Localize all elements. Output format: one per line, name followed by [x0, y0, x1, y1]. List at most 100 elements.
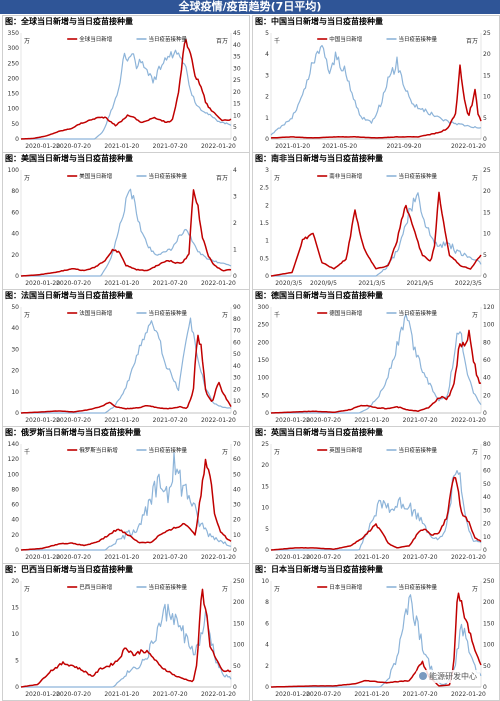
left-tick-label: 20	[11, 532, 19, 539]
right-tick-label: 35	[233, 54, 241, 61]
right-tick-label: 80	[483, 339, 491, 346]
right-unit-label: 万	[222, 312, 228, 319]
left-tick-label: 0	[265, 410, 269, 417]
right-tick-label: 150	[483, 620, 495, 627]
left-tick-label: 200	[258, 339, 270, 346]
x-tick-label: 2021-01-20	[275, 143, 310, 150]
right-tick-label: 10	[233, 398, 241, 405]
right-tick-label: 10	[483, 94, 491, 101]
right-tick-label: 0	[233, 410, 237, 417]
left-tick-label: 100	[258, 375, 270, 382]
chart-panel: 图：俄罗斯当日新增与当日疫苗接种量 0 20 40 60 80 100 120 140 0 10 20…	[2, 426, 250, 564]
vaccine-series-line	[21, 603, 232, 688]
chart-panel: 图：法国当日新增与当日疫苗接种量 0 10 20 30 40 50 0 10 20 30 40 50 60…	[2, 289, 250, 427]
left-tick-label: 4	[265, 51, 269, 58]
left-tick-label: 10	[261, 505, 269, 512]
x-tick-label: 2021-01-20	[354, 417, 389, 424]
right-tick-label: 50	[233, 351, 241, 358]
right-tick-label: 0	[233, 684, 237, 691]
right-tick-label: 40	[483, 494, 491, 501]
right-tick-label: 40	[233, 363, 241, 370]
legend-label: 当日疫苗接种量	[399, 172, 438, 180]
left-tick-label: 300	[8, 45, 20, 52]
banner-title: 全球疫情/疫苗趋势(7日平均)	[0, 0, 500, 14]
left-tick-label: 15	[11, 605, 19, 612]
left-tick-label: 20	[261, 462, 269, 469]
chart-title: 图：中国当日新增与当日疫苗接种量	[255, 17, 383, 26]
vaccine-series-line	[271, 594, 482, 688]
left-tick-label: 3	[265, 167, 269, 174]
left-tick-label: 2	[265, 94, 269, 101]
chart-panel: 图：德国当日新增与当日疫苗接种量 0 50 100 150 200 250 300 0 20 40 6…	[252, 289, 500, 427]
x-tick-label: 2021-07-20	[403, 417, 438, 424]
x-tick-label: 2020/9/5	[310, 280, 337, 287]
legend-label: 日本当日新增	[329, 583, 362, 591]
legend-label: 当日疫苗接种量	[149, 446, 188, 454]
left-tick-label: 8	[265, 599, 269, 606]
chart-panel: 图：全球当日新增与当日疫苗接种量 0 50 100 150 200 250 300 350 0 5 1…	[2, 15, 250, 153]
chart-title: 图：巴西当日新增与当日疫苗接种量	[5, 565, 133, 574]
x-tick-label: 2020-07-20	[56, 417, 91, 424]
left-tick-label: 0	[265, 136, 269, 143]
right-tick-label: 90	[233, 304, 241, 311]
x-tick-label: 2021-07-20	[403, 554, 438, 561]
left-tick-label: 0	[15, 410, 19, 417]
cases-series-line	[20, 38, 232, 140]
right-tick-label: 80	[483, 441, 491, 448]
x-tick-label: 2020/3/5	[275, 280, 302, 287]
left-unit-label: 千	[274, 311, 280, 319]
right-tick-label: 0	[233, 136, 237, 143]
legend-label: 当日疫苗接种量	[399, 309, 438, 317]
x-tick-label: 2022-01-20	[201, 417, 236, 424]
left-tick-label: 0	[15, 684, 19, 691]
left-unit-label: 千	[24, 448, 30, 456]
chart-plot: 0 20 40 60 80 100 0 1 2 3 4 万 百万 2020-01-202020-07-20…	[8, 167, 237, 287]
right-tick-label: 0	[483, 547, 487, 554]
x-tick-label: 2020-01-20	[275, 417, 310, 424]
vaccine-series-line	[21, 49, 232, 140]
wechat-logo-icon	[419, 672, 427, 680]
watermark: 能源研发中心	[416, 670, 480, 683]
right-tick-label: 60	[483, 357, 491, 364]
x-tick-label: 2020-01-20	[25, 280, 60, 287]
right-tick-label: 15	[483, 209, 491, 216]
left-unit-label: 万	[24, 175, 30, 182]
right-tick-label: 5	[483, 115, 487, 122]
x-tick-label: 2021-07-20	[153, 143, 188, 150]
vaccine-series-line	[21, 317, 232, 414]
left-tick-label: 10	[261, 578, 269, 585]
left-tick-label: 1	[265, 238, 269, 245]
cases-series-line	[271, 592, 482, 688]
chart-panel: 图：英国当日新增与当日疫苗接种量 0 5 10 15 20 25 0 10 20 30 40 50 60 7…	[252, 426, 500, 564]
left-tick-label: 20	[11, 368, 19, 375]
cases-series-line	[20, 334, 232, 414]
x-tick-label: 2021-01-20	[354, 554, 389, 561]
chart-plot: 0 1 2 3 4 5 0 5 10 15 20 25 千 百万 2021-01-20 2021-05-20 2…	[265, 30, 491, 150]
legend-label: 当日疫苗接种量	[149, 309, 188, 317]
left-unit-label: 万	[274, 449, 280, 456]
chart-panel: 图：南非当日新增与当日疫苗接种量 0 0.5 1 1.5 2 2.5 3 0 5 10 15 20 25 万…	[252, 152, 500, 290]
left-tick-label: 0.5	[259, 255, 269, 262]
legend-label: 美国当日新增	[79, 172, 112, 180]
left-tick-label: 20	[11, 578, 19, 585]
chart-title: 图：南非当日新增与当日疫苗接种量	[255, 154, 383, 163]
right-tick-label: 20	[483, 51, 491, 58]
right-tick-label: 100	[233, 642, 245, 649]
chart-panel: 图：中国当日新增与当日疫苗接种量 0 1 2 3 4 5 0 5 10 15 20 25 千 百万 2021-…	[252, 15, 500, 153]
x-tick-label: 2021-07-20	[153, 280, 188, 287]
right-tick-label: 40	[233, 486, 241, 493]
right-tick-label: 120	[483, 304, 495, 311]
legend-label: 当日疫苗接种量	[149, 35, 188, 43]
right-tick-label: 10	[483, 534, 491, 541]
left-tick-label: 0	[265, 273, 269, 280]
left-tick-label: 0	[265, 684, 269, 691]
x-tick-label: 2021-01-20	[354, 691, 389, 698]
cases-series-line	[270, 64, 482, 139]
left-unit-label: 万	[274, 175, 280, 182]
x-tick-label: 2022-01-20	[451, 143, 486, 150]
left-tick-label: 1	[265, 115, 269, 122]
right-unit-label: 百万	[216, 175, 228, 182]
right-unit-label: 万	[472, 586, 478, 593]
